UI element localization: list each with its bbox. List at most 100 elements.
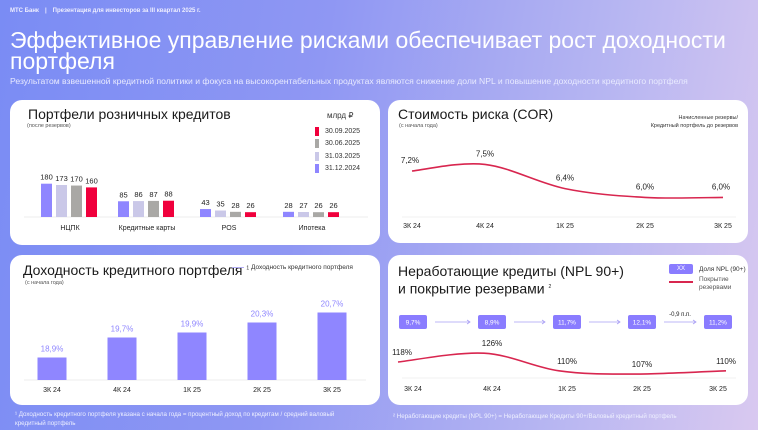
bar <box>328 212 339 217</box>
coverage-legend-label: Покрытие резервами <box>699 276 732 291</box>
cor-value-label: 7,5% <box>476 149 494 158</box>
bar-value-label: 86 <box>134 190 142 199</box>
npl-share-label: 9,7% <box>406 320 421 327</box>
presentation-label: Презентация для инвесторов за III кварта… <box>52 8 201 14</box>
bar-value-label: 85 <box>119 190 127 199</box>
npl-share-box <box>704 315 732 329</box>
coverage-value-label: 110% <box>716 357 736 366</box>
category-label: 3К 25 <box>323 387 341 394</box>
npl-card: Неработающие кредиты (NPL 90+) и покрытие… <box>388 255 748 405</box>
bar <box>313 212 324 217</box>
coverage-value-label: 107% <box>632 360 652 369</box>
bar <box>247 322 277 380</box>
retail-portfolio-card: Портфели розничных кредитов (после резер… <box>10 100 380 245</box>
coverage-legend-swatch <box>669 281 693 283</box>
category-label: 2К 25 <box>633 386 651 393</box>
bar <box>107 337 137 380</box>
bar-value-label: 26 <box>329 201 337 210</box>
bar <box>148 200 159 217</box>
bar <box>41 183 52 217</box>
footnote-mark: 1 <box>246 265 250 272</box>
npl-legend-label: Доля NPL (90+) <box>699 265 746 273</box>
category-label: 1К 25 <box>558 386 576 393</box>
page-subtitle: Результатом взвешенной кредитной политик… <box>10 76 688 86</box>
bar-value-label: 173 <box>55 174 68 183</box>
category-label: 3К 24 <box>43 387 61 394</box>
npl-share-label: 11,2% <box>709 320 727 327</box>
bar-value-label: 19,9% <box>181 320 204 329</box>
npl-chart: 9,7% 3К 24 8,9% 4К 24 11,7% 1К 25 12,1% 2К 25 11… <box>392 312 736 393</box>
legend-item: 31.12.2024 <box>315 163 360 176</box>
formula-line-2: Кредитный портфель до резервов <box>650 123 738 129</box>
legend: XX Доля NPL (90+) Покрытие резервами <box>669 264 746 292</box>
coverage-line <box>397 352 727 375</box>
npl-share-label: 12,1% <box>633 320 652 327</box>
bar-value-label: 180 <box>40 173 53 182</box>
separator: | <box>44 8 47 14</box>
bar-value-label: 35 <box>216 200 224 209</box>
category-label: 3К 25 <box>709 386 727 393</box>
bar-value-label: 20,7% <box>321 300 344 309</box>
npl-share-label: 8,9% <box>485 320 500 327</box>
cor-value-label: 6,0% <box>636 182 654 191</box>
arrow-head-icon <box>466 319 471 325</box>
bar-value-label: 28 <box>231 201 239 210</box>
bar-value-label: 27 <box>299 201 307 210</box>
bar <box>298 212 309 217</box>
category-label: 3К 24 <box>404 386 422 393</box>
coverage-value-label: 118% <box>392 348 412 357</box>
legend-label: 31.03.2025 <box>325 152 361 160</box>
card-title: Неработающие кредиты (NPL 90+) и покрытие… <box>398 263 624 297</box>
cor-value-label: 6,4% <box>556 174 574 183</box>
bar <box>317 312 347 380</box>
card-title: Стоимость риска (COR) <box>398 106 554 122</box>
npl-change-label: -0,9 п.п. <box>669 312 691 318</box>
legend-swatch <box>315 164 319 174</box>
cor-value-label: 7,2% <box>401 156 419 165</box>
arrow-head-icon <box>541 319 546 325</box>
legend: млрд ₽ 30.09.2025 30.06.2025 31.03.2025 31.… <box>315 111 360 175</box>
bar <box>71 185 82 217</box>
legend-label: 30.06.2025 <box>325 140 361 148</box>
bar <box>56 184 67 217</box>
legend: Доходность кредитного портфеля <box>232 264 353 271</box>
bar-value-label: 170 <box>70 175 83 184</box>
bar <box>200 209 211 217</box>
cor-value-label: 6,0% <box>712 182 730 191</box>
bar-value-label: 20,3% <box>251 310 274 319</box>
npl-share-box <box>478 315 506 329</box>
top-line: МТС Банк | Презентация для инвесторов за I… <box>10 8 201 14</box>
bar <box>245 212 256 217</box>
retail-portfolio-chart: 180 173 170 160 НЦПК 85 86 87 88 Кредитные карты 4… <box>24 173 368 232</box>
bar-value-label: 19,7% <box>111 325 134 334</box>
category-label: 3К 24 <box>403 223 421 230</box>
category-label: 1К 25 <box>556 223 574 230</box>
legend-label: 31.12.2024 <box>325 165 361 173</box>
category-label: 2К 25 <box>253 387 271 394</box>
bar <box>118 201 129 217</box>
bar-value-label: 160 <box>85 176 98 185</box>
footnote-mark: 2 <box>548 284 552 290</box>
npl-share-box <box>399 315 427 329</box>
arrow-head-icon <box>692 319 697 325</box>
bar <box>163 200 174 217</box>
category-label: 4К 24 <box>113 387 131 394</box>
bar-value-label: 18,9% <box>41 345 64 354</box>
title-line-1: Неработающие кредиты (NPL 90+) <box>398 263 624 279</box>
bar <box>37 357 67 380</box>
legend-item: 30.06.2025 <box>315 138 360 151</box>
bar-value-label: 88 <box>164 190 172 199</box>
coverage-value-label: 126% <box>482 339 502 348</box>
category-label: 4К 24 <box>483 386 501 393</box>
title-line-2: и покрытие резервами <box>398 280 545 297</box>
bar <box>283 211 294 217</box>
bar-value-label: 28 <box>284 201 292 210</box>
footnote-2: ² Неработающие кредиты (NPL 90+) = Нераб… <box>393 413 677 420</box>
category-label: 1К 25 <box>183 387 201 394</box>
npl-share-label: 11,7% <box>558 320 576 327</box>
bar <box>230 211 241 217</box>
npl-share-box <box>628 315 656 329</box>
yield-card: Доходность кредитного портфеля 1 (с нача… <box>10 255 380 405</box>
category-label: POS <box>222 225 237 232</box>
bar <box>86 187 97 217</box>
